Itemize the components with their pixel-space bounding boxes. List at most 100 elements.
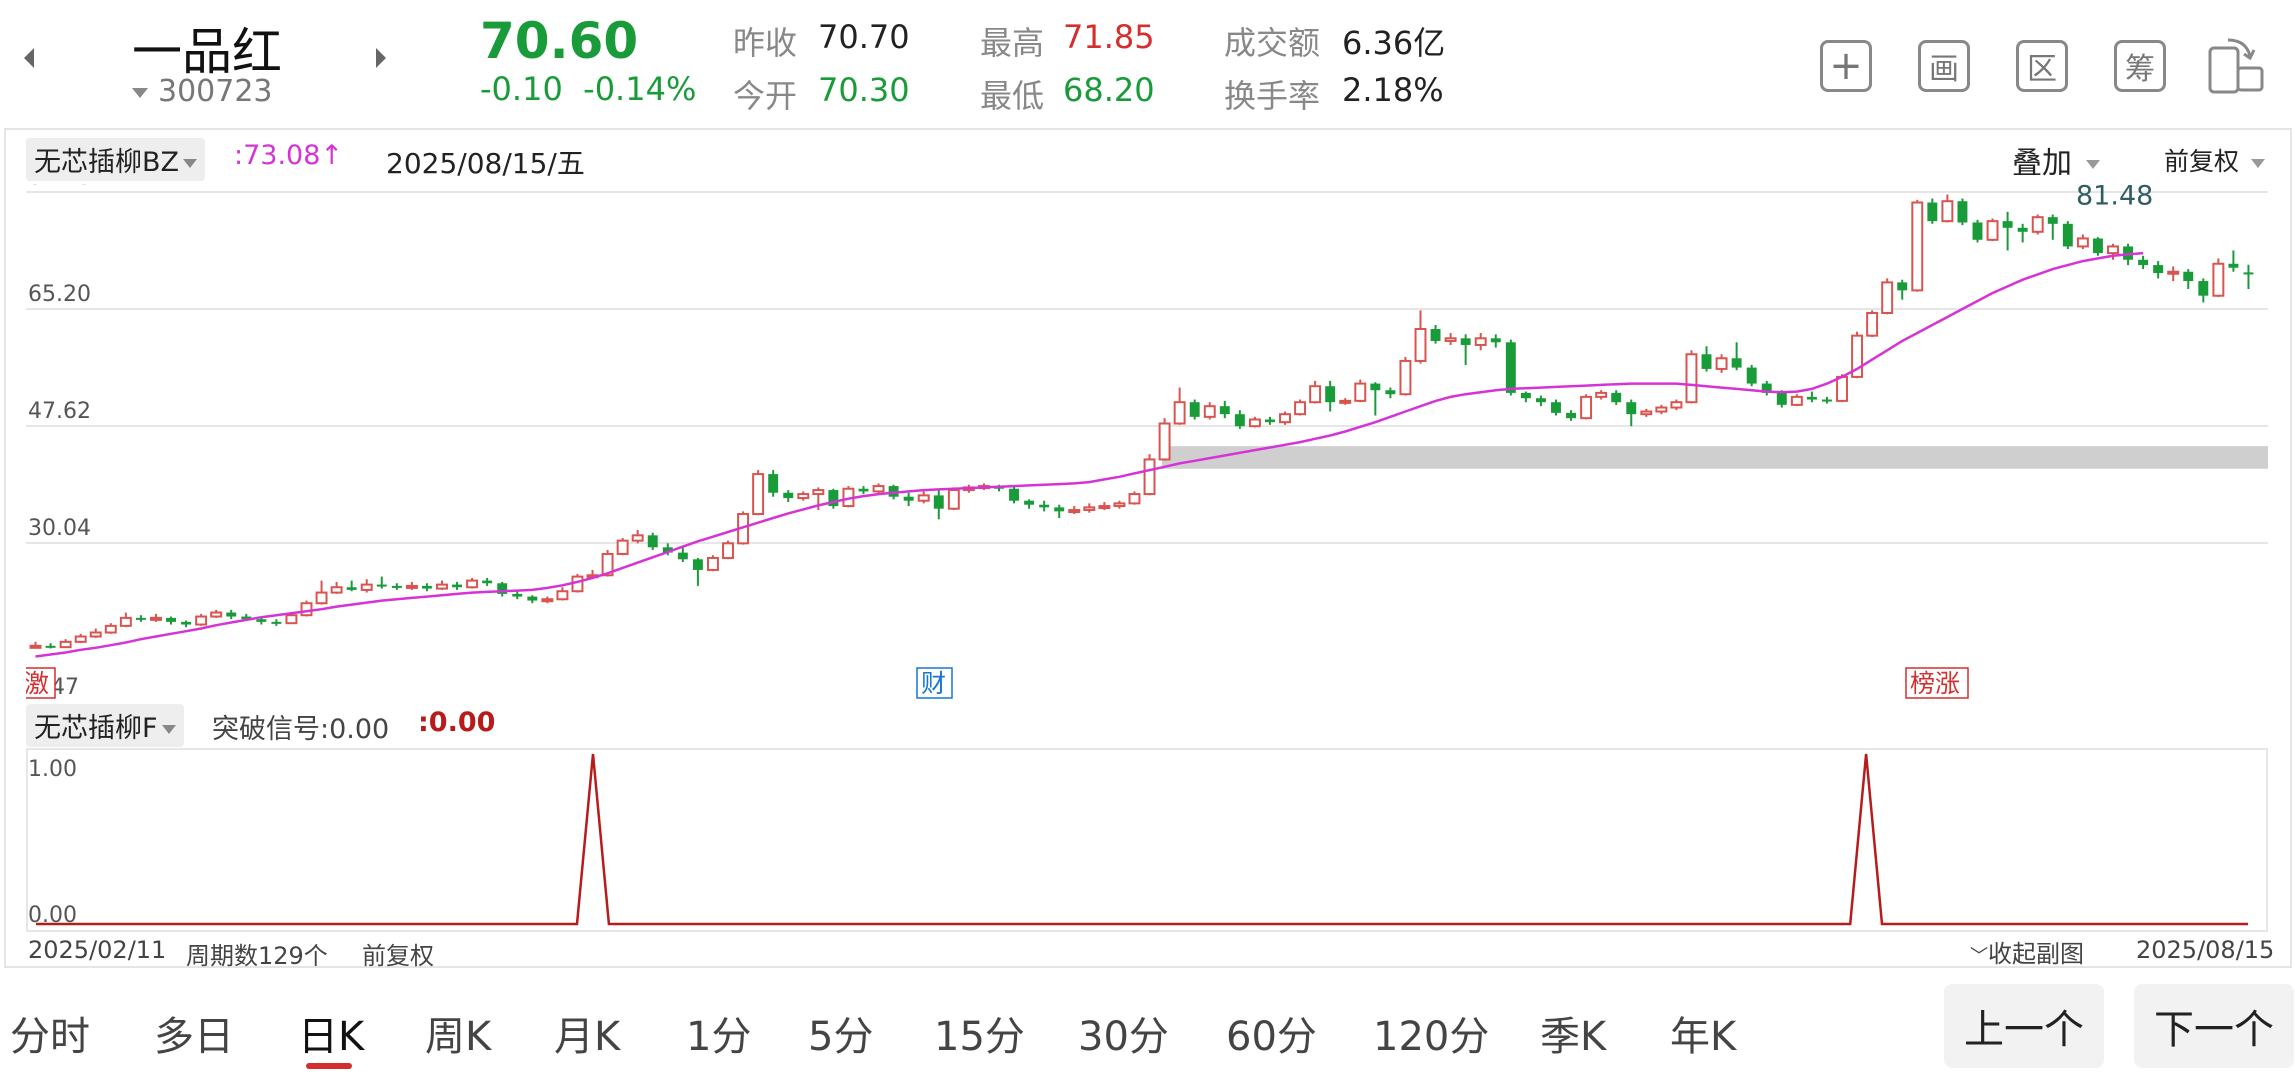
- candle: [1972, 219, 1983, 243]
- candle: [2002, 211, 2013, 251]
- sub-indicator-selector[interactable]: 无芯插柳F: [26, 704, 184, 747]
- end-date: 2025/08/15: [2136, 936, 2275, 964]
- candle-body: [1173, 401, 1186, 425]
- tab-1min[interactable]: 1分: [686, 1014, 752, 1060]
- candle: [722, 540, 734, 560]
- signal-value-2: :0.00: [418, 707, 496, 738]
- candle-body: [149, 616, 162, 621]
- draw-icon: 画: [1929, 52, 1959, 87]
- candle-body: [1611, 392, 1622, 403]
- candle-body: [436, 583, 448, 590]
- candle-body: [1836, 375, 1848, 402]
- candle-body: [677, 552, 688, 560]
- candle-body: [2243, 272, 2254, 275]
- candle: [181, 620, 192, 628]
- candle-body: [1551, 402, 1561, 413]
- chip-button[interactable]: 筹: [2114, 40, 2166, 92]
- candle-body: [541, 598, 554, 603]
- next-button[interactable]: 下一个: [2134, 984, 2294, 1068]
- y-tick-label: 65.20: [28, 282, 91, 307]
- start-date: 2025/02/11: [28, 936, 167, 964]
- candle: [360, 579, 373, 593]
- next-stock-arrow-icon[interactable]: [376, 48, 386, 68]
- candle: [1128, 491, 1141, 505]
- candle: [1339, 398, 1352, 405]
- candle: [1806, 391, 1817, 403]
- candle: [1731, 342, 1742, 371]
- candle: [1685, 350, 1698, 404]
- tab-intraday[interactable]: 分时: [10, 1014, 90, 1060]
- candle-body: [1039, 504, 1050, 508]
- candle: [512, 591, 523, 600]
- tab-120min[interactable]: 120分: [1373, 1014, 1490, 1060]
- candle-body: [405, 584, 418, 589]
- rotate-screen-button[interactable]: [2206, 34, 2266, 96]
- candle-body: [797, 493, 810, 500]
- range-button[interactable]: 区: [2016, 40, 2068, 92]
- candle-body: [556, 590, 569, 601]
- prev-button[interactable]: 上一个: [1944, 984, 2104, 1068]
- candle: [706, 555, 719, 572]
- y-tick-label: 1.00: [28, 757, 77, 782]
- candle-body: [2138, 259, 2149, 266]
- tab-30min[interactable]: 30分: [1078, 1014, 1169, 1060]
- candle: [903, 492, 914, 507]
- overlay-button[interactable]: 叠加: [2012, 138, 2100, 182]
- tab-monthly-k[interactable]: 月K: [554, 1014, 621, 1060]
- candle: [1715, 354, 1728, 373]
- add-button[interactable]: +: [1820, 40, 1872, 92]
- candle: [482, 577, 493, 586]
- candle-body: [1566, 412, 1577, 419]
- candle-body: [768, 474, 779, 493]
- candle-body: [2198, 281, 2209, 296]
- candle-body: [1414, 327, 1427, 362]
- candle: [1505, 339, 1516, 396]
- candle-body: [1957, 201, 1968, 223]
- collapse-sub-chart-button[interactable]: ﹀收起副图: [1970, 934, 2084, 969]
- candle: [1761, 380, 1772, 396]
- candle-body: [1520, 392, 1531, 399]
- candle: [2047, 214, 2058, 240]
- candle: [1325, 380, 1336, 412]
- candle-body: [888, 486, 899, 497]
- candle-body: [1881, 281, 1894, 315]
- tab-yearly-k[interactable]: 年K: [1670, 1014, 1737, 1060]
- high-value: 71.85: [1063, 18, 1155, 56]
- candle-body: [1640, 410, 1653, 416]
- candle: [1670, 399, 1683, 411]
- candle: [1580, 394, 1593, 420]
- prev-stock-arrow-icon[interactable]: [24, 48, 34, 68]
- turnover-amount-value: 6.36亿: [1342, 24, 1446, 62]
- candle-body: [1701, 354, 1712, 369]
- candle-body: [271, 621, 282, 624]
- candle-body: [1580, 395, 1593, 420]
- candle: [1098, 502, 1111, 511]
- tab-60min[interactable]: 60分: [1226, 1014, 1317, 1060]
- draw-button[interactable]: 画: [1918, 40, 1970, 92]
- tab-5min[interactable]: 5分: [808, 1014, 874, 1060]
- event-tag: [1905, 667, 1969, 699]
- candle: [1911, 199, 1924, 292]
- candle-body: [1430, 328, 1441, 341]
- stock-code[interactable]: 300723: [132, 74, 273, 109]
- tab-daily-k[interactable]: 日K: [298, 1014, 365, 1060]
- adjust-button[interactable]: 前复权: [2164, 142, 2266, 178]
- candle: [1248, 416, 1261, 428]
- candle-body: [527, 596, 538, 601]
- tab-quarterly-k[interactable]: 季K: [1540, 1014, 1607, 1060]
- candle: [677, 547, 688, 562]
- candle-body: [2123, 246, 2134, 260]
- candle-body: [662, 547, 673, 553]
- chevron-down-icon: ﹀: [1970, 946, 1988, 967]
- tab-weekly-k[interactable]: 周K: [425, 1014, 492, 1060]
- signal-chart[interactable]: 1.000.00: [26, 748, 2268, 932]
- candle-body: [2076, 237, 2089, 248]
- candle: [166, 616, 176, 625]
- candle: [692, 557, 703, 586]
- candle-body: [917, 494, 930, 502]
- tab-multi-day[interactable]: 多日: [154, 1014, 234, 1060]
- main-indicator-selector[interactable]: 无芯插柳BZ: [26, 138, 206, 181]
- candle-body: [1806, 396, 1817, 400]
- tab-15min[interactable]: 15分: [934, 1014, 1025, 1060]
